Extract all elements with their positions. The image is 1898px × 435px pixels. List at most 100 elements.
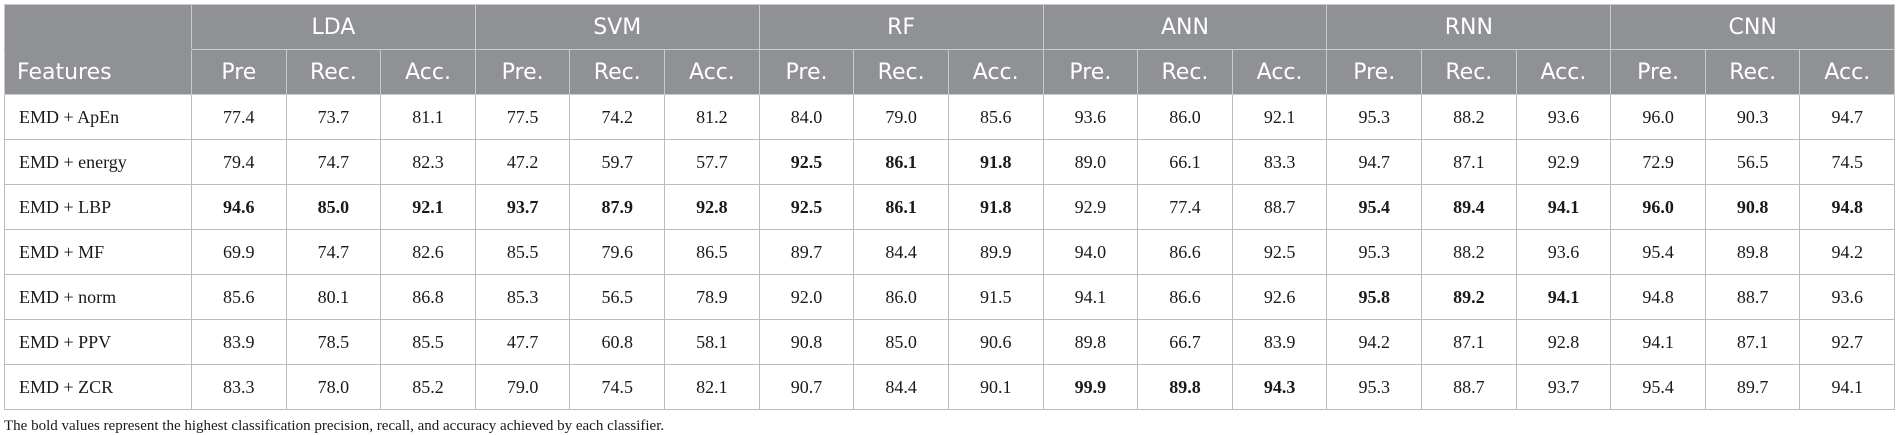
value-cell: 74.5 (569, 364, 666, 410)
value-cell: 87.1 (1704, 319, 1801, 365)
value-cell: 79.0 (474, 364, 571, 410)
value-cell: 93.7 (1515, 364, 1612, 410)
value-cell: 74.7 (285, 139, 382, 185)
value-cell: 95.3 (1326, 229, 1423, 275)
value-cell: 91.8 (947, 184, 1044, 230)
value-cell: 93.6 (1515, 229, 1612, 275)
value-cell: 66.7 (1137, 319, 1233, 365)
value-cell: 86.0 (1137, 94, 1233, 140)
value-cell: 88.7 (1421, 364, 1517, 410)
results-table-container: LDA SVM RF ANN RNN CNN Features Pre Rec. Acc. Pre… (4, 4, 1896, 435)
metric-header: Pre. (1610, 49, 1706, 95)
value-cell: 94.7 (1326, 139, 1423, 185)
value-cell: 56.5 (1704, 139, 1801, 185)
metric-header-row: Features Pre Rec. Acc. Pre. Rec. Acc. Pre. Rec. A… (4, 49, 1896, 95)
table-footnote: The bold values represent the highest cl… (4, 418, 665, 434)
value-cell: 85.5 (474, 229, 571, 275)
value-cell: 56.5 (569, 274, 666, 320)
feature-label-cell: EMD + LBP (4, 184, 192, 230)
value-cell: 87.1 (1421, 319, 1517, 365)
table-row: EMD + PPV 83.9 78.5 85.5 47.7 60.8 58.1 90.8 85.… (4, 319, 1896, 365)
value-cell: 89.7 (758, 229, 855, 275)
value-cell: 92.1 (380, 184, 476, 230)
value-cell: 95.4 (1610, 229, 1706, 275)
value-cell: 83.9 (1231, 319, 1328, 365)
value-cell: 95.4 (1610, 364, 1706, 410)
classifier-header: SVM (474, 4, 760, 50)
value-cell: 74.7 (285, 229, 382, 275)
metric-header: Acc. (1231, 49, 1328, 95)
results-body: EMD + ApEn 77.4 73.7 81.1 77.5 74.2 81.2 84.0 79… (4, 94, 1896, 410)
value-cell: 79.4 (191, 139, 287, 185)
value-cell: 83.3 (1231, 139, 1328, 185)
value-cell: 85.2 (380, 364, 476, 410)
value-cell: 83.3 (191, 364, 287, 410)
metric-header: Rec. (1421, 49, 1517, 95)
value-cell: 85.5 (380, 319, 476, 365)
metric-header: Acc. (947, 49, 1044, 95)
value-cell: 60.8 (569, 319, 666, 365)
value-cell: 86.8 (380, 274, 476, 320)
value-cell: 73.7 (285, 94, 382, 140)
value-cell: 59.7 (569, 139, 666, 185)
value-cell: 89.8 (1042, 319, 1139, 365)
value-cell: 93.6 (1799, 274, 1896, 320)
value-cell: 86.0 (853, 274, 949, 320)
value-cell: 94.1 (1042, 274, 1139, 320)
value-cell: 95.8 (1326, 274, 1423, 320)
value-cell: 94.1 (1610, 319, 1706, 365)
table-row: EMD + MF 69.9 74.7 82.6 85.5 79.6 86.5 89.7 84.4… (4, 229, 1896, 275)
value-cell: 89.0 (1042, 139, 1139, 185)
value-cell: 92.5 (1231, 229, 1328, 275)
value-cell: 47.7 (474, 319, 571, 365)
value-cell: 95.3 (1326, 364, 1423, 410)
value-cell: 78.0 (285, 364, 382, 410)
value-cell: 94.6 (191, 184, 287, 230)
classifier-header: CNN (1610, 4, 1896, 50)
value-cell: 90.1 (947, 364, 1044, 410)
corner-header-cell (4, 4, 192, 50)
classifier-header: RF (758, 4, 1044, 50)
classifier-header: RNN (1326, 4, 1612, 50)
metric-header: Pre. (1042, 49, 1139, 95)
value-cell: 74.5 (1799, 139, 1896, 185)
classifier-header: ANN (1042, 4, 1328, 50)
value-cell: 84.4 (853, 364, 949, 410)
value-cell: 92.9 (1515, 139, 1612, 185)
value-cell: 96.0 (1610, 94, 1706, 140)
metric-header: Rec. (569, 49, 666, 95)
results-table: LDA SVM RF ANN RNN CNN Features Pre Rec. Acc. Pre… (4, 4, 1896, 410)
value-cell: 77.4 (191, 94, 287, 140)
value-cell: 96.0 (1610, 184, 1706, 230)
value-cell: 89.7 (1704, 364, 1801, 410)
value-cell: 86.1 (853, 139, 949, 185)
value-cell: 82.6 (380, 229, 476, 275)
value-cell: 92.6 (1231, 274, 1328, 320)
value-cell: 92.9 (1042, 184, 1139, 230)
value-cell: 89.4 (1421, 184, 1517, 230)
value-cell: 82.3 (380, 139, 476, 185)
value-cell: 79.6 (569, 229, 666, 275)
value-cell: 92.7 (1799, 319, 1896, 365)
value-cell: 78.9 (664, 274, 760, 320)
value-cell: 77.4 (1137, 184, 1233, 230)
value-cell: 79.0 (853, 94, 949, 140)
value-cell: 85.0 (853, 319, 949, 365)
metric-header: Acc. (664, 49, 760, 95)
value-cell: 69.9 (191, 229, 287, 275)
value-cell: 90.8 (1704, 184, 1801, 230)
value-cell: 58.1 (664, 319, 760, 365)
value-cell: 90.3 (1704, 94, 1801, 140)
value-cell: 88.7 (1704, 274, 1801, 320)
metric-header: Rec. (853, 49, 949, 95)
value-cell: 89.8 (1704, 229, 1801, 275)
metric-header: Rec. (1704, 49, 1801, 95)
metric-header: Pre. (1326, 49, 1423, 95)
table-row: EMD + energy 79.4 74.7 82.3 47.2 59.7 57.7 92.5… (4, 139, 1896, 185)
value-cell: 94.1 (1515, 274, 1612, 320)
value-cell: 90.7 (758, 364, 855, 410)
value-cell: 85.0 (285, 184, 382, 230)
value-cell: 95.3 (1326, 94, 1423, 140)
value-cell: 94.3 (1231, 364, 1328, 410)
value-cell: 81.1 (380, 94, 476, 140)
